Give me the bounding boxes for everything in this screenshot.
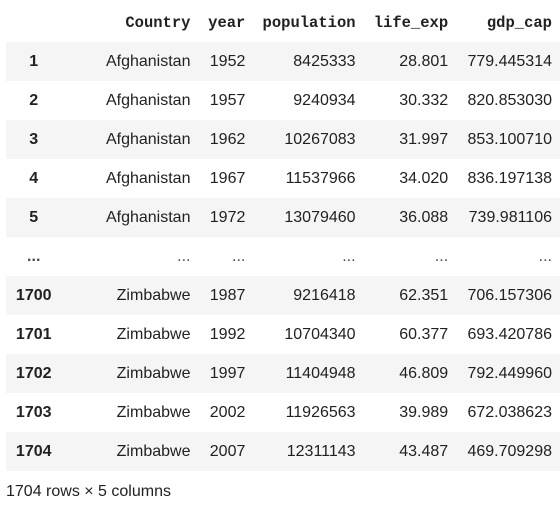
table-row: 1702 Zimbabwe 1997 11404948 46.809 792.449960	[6, 354, 560, 393]
header-row: Country year population life_exp gdp_cap	[6, 4, 560, 42]
dataframe-table: Country year population life_exp gdp_cap…	[6, 4, 560, 471]
cell-country: Afghanistan	[105, 169, 191, 187]
cell-year: 2007	[209, 442, 246, 460]
table-row: 4 Afghanistan 1967 11537966 34.020 836.197138	[6, 159, 560, 198]
cell-gdp-cap: 792.449960	[467, 364, 552, 382]
table-row: 1 Afghanistan 1952 8425333 28.801 779.445314	[6, 42, 560, 81]
cell-life-exp: 43.487	[399, 442, 449, 460]
cell-year: 1952	[209, 52, 246, 70]
cell-country: Afghanistan	[105, 130, 191, 148]
ellipsis-row: ..................	[6, 237, 560, 276]
cell-country: Zimbabwe	[116, 403, 191, 421]
cell-year: 2002	[209, 403, 246, 421]
cell-year: 1972	[209, 208, 246, 226]
row-index: 1701	[15, 325, 52, 343]
cell-gdp-cap: 739.981106	[468, 208, 552, 226]
row-index: 2	[29, 91, 39, 109]
cell-life-exp: 28.801	[399, 52, 449, 70]
cell-year: 1987	[209, 286, 246, 304]
cell-country: Zimbabwe	[116, 364, 191, 382]
header-year: year	[198, 4, 254, 42]
cell-gdp-cap: ...	[538, 247, 552, 265]
cell-country: Zimbabwe	[116, 325, 191, 343]
cell-country: Afghanistan	[105, 52, 191, 70]
cell-gdp-cap: 706.157306	[467, 286, 552, 304]
cell-population: 11926563	[285, 403, 356, 421]
cell-gdp-cap: 836.197138	[467, 169, 552, 187]
cell-year: 1992	[209, 325, 246, 343]
cell-country: Afghanistan	[105, 208, 191, 226]
cell-life-exp: ...	[434, 247, 449, 265]
cell-gdp-cap: 672.038623	[467, 403, 552, 421]
table-header: Country year population life_exp gdp_cap	[6, 4, 560, 42]
cell-life-exp: 39.989	[399, 403, 449, 421]
dataframe-shape-note: 1704 rows × 5 columns	[6, 483, 171, 500]
cell-year: ...	[232, 247, 246, 265]
cell-gdp-cap: 693.420786	[467, 325, 552, 343]
header-life-exp: life_exp	[363, 4, 457, 42]
cell-gdp-cap: 779.445314	[467, 52, 552, 70]
table-row: 1704 Zimbabwe 2007 12311143 43.487 469.709298	[6, 432, 560, 471]
table-row: 1700 Zimbabwe 1987 9216418 62.351 706.157306	[6, 276, 560, 315]
cell-country: ...	[177, 247, 191, 265]
table-row: 3 Afghanistan 1962 10267083 31.997 853.100710	[6, 120, 560, 159]
row-index: ...	[27, 247, 41, 265]
table-row: 2 Afghanistan 1957 9240934 30.332 820.853030	[6, 81, 560, 120]
cell-life-exp: 60.377	[399, 325, 449, 343]
row-index: 5	[29, 208, 39, 226]
row-index: 1	[29, 52, 39, 70]
cell-life-exp: 30.332	[399, 91, 449, 109]
row-index: 1702	[15, 364, 52, 382]
cell-population: 9240934	[293, 91, 356, 109]
cell-country: Zimbabwe	[116, 442, 191, 460]
cell-population: 12311143	[286, 442, 356, 460]
cell-year: 1962	[209, 130, 246, 148]
header-country: Country	[61, 4, 199, 42]
header-gdp-cap: gdp_cap	[456, 4, 560, 42]
cell-life-exp: 62.351	[399, 286, 449, 304]
cell-population: 10704340	[284, 325, 356, 343]
row-index: 1700	[15, 286, 52, 304]
table-row: 1701 Zimbabwe 1992 10704340 60.377 693.420786	[6, 315, 560, 354]
cell-population: 13079460	[284, 208, 356, 226]
header-population: population	[253, 4, 364, 42]
cell-gdp-cap: 853.100710	[467, 130, 552, 148]
cell-population: 10267083	[284, 130, 356, 148]
cell-country: Afghanistan	[105, 91, 191, 109]
row-index: 4	[29, 169, 39, 187]
row-index: 1703	[15, 403, 52, 421]
cell-year: 1967	[209, 169, 246, 187]
table-row: 5 Afghanistan 1972 13079460 36.088 739.981106	[6, 198, 560, 237]
header-index	[6, 4, 62, 42]
cell-population: 8425333	[293, 52, 356, 70]
cell-life-exp: 36.088	[399, 208, 449, 226]
table-row: 1703 Zimbabwe 2002 11926563 39.989 672.038623	[6, 393, 560, 432]
cell-life-exp: 31.997	[399, 130, 449, 148]
row-index: 1704	[15, 442, 52, 460]
dataframe-container: Country year population life_exp gdp_cap…	[6, 4, 560, 471]
table-body: 1 Afghanistan 1952 8425333 28.801 779.445314 2…	[6, 42, 560, 471]
cell-gdp-cap: 820.853030	[467, 91, 552, 109]
cell-gdp-cap: 469.709298	[467, 442, 552, 460]
cell-life-exp: 34.020	[399, 169, 449, 187]
cell-country: Zimbabwe	[116, 286, 191, 304]
cell-population: 11537966	[285, 169, 356, 187]
cell-year: 1997	[209, 364, 246, 382]
cell-population: ...	[342, 247, 356, 265]
cell-year: 1957	[209, 91, 246, 109]
cell-population: 11404948	[285, 364, 356, 382]
cell-life-exp: 46.809	[399, 364, 449, 382]
row-index: 3	[29, 130, 39, 148]
cell-population: 9216418	[293, 286, 356, 304]
